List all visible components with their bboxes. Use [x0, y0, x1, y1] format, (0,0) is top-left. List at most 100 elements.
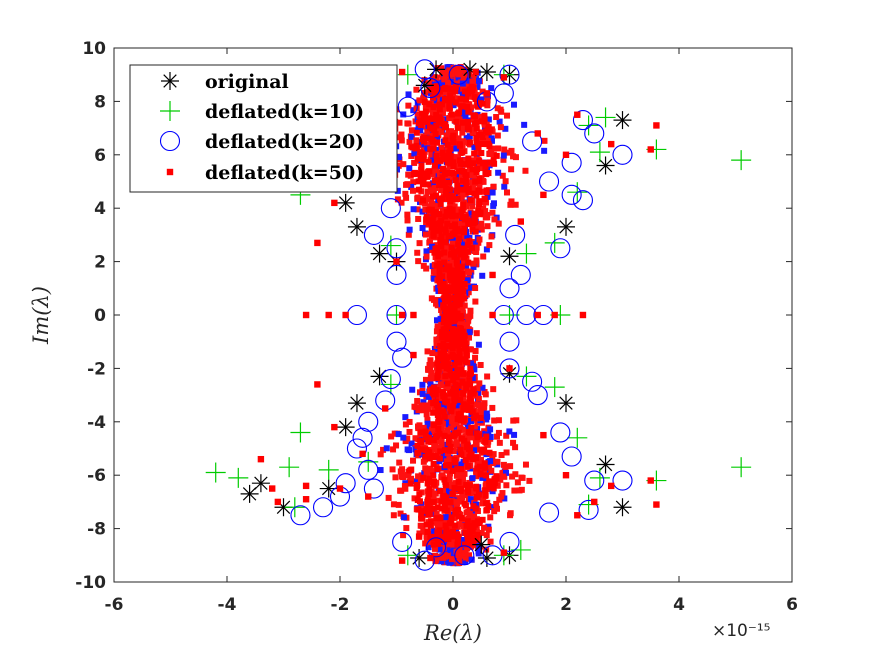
series-1-point	[544, 232, 565, 253]
cloud-core-point	[453, 283, 460, 290]
series-3-point	[336, 485, 344, 492]
cloud-point	[470, 263, 477, 270]
cloud-point	[437, 444, 444, 451]
cloud-core-point	[455, 513, 462, 520]
cloud-point	[462, 112, 469, 119]
series-0-point	[347, 217, 366, 236]
cloud-point	[456, 220, 463, 227]
cloud-core-point	[457, 396, 464, 403]
cloud-core-point	[448, 111, 455, 118]
cloud-point	[469, 374, 476, 381]
series-1-point	[358, 451, 379, 472]
cloud-core-point	[428, 206, 435, 213]
cloud-core-point	[447, 145, 454, 152]
cloud-core-point	[481, 115, 488, 122]
cloud-point	[444, 173, 451, 180]
cloud-point	[473, 330, 480, 337]
cloud-point	[452, 145, 459, 152]
cloud-core-point	[450, 317, 457, 324]
series-1-point	[318, 459, 339, 480]
cloud-core-point	[472, 228, 479, 235]
cloud-core-point	[485, 503, 492, 510]
cloud-point	[446, 395, 453, 402]
cloud-core-point	[459, 270, 466, 277]
series-2-point	[578, 499, 599, 520]
cloud-core-point	[444, 159, 451, 166]
cloud-point	[477, 456, 484, 463]
cloud-core-point	[463, 178, 470, 185]
cloud-core-point	[458, 485, 465, 492]
cloud-core-point	[455, 228, 462, 235]
cloud-point	[405, 472, 412, 479]
cloud-core-point	[411, 169, 418, 176]
cloud-point	[514, 479, 521, 486]
cloud-core-point	[436, 181, 443, 188]
cloud-point	[463, 433, 470, 440]
cloud-point	[476, 402, 483, 409]
cloud-core-point	[468, 83, 475, 90]
cloud-point	[451, 514, 458, 521]
series-0-point	[472, 535, 491, 554]
series-2-point	[505, 224, 526, 245]
cloud-core-point	[455, 337, 462, 344]
cloud-point	[470, 130, 477, 137]
cloud-point	[380, 446, 387, 453]
cloud-core-point	[413, 129, 420, 136]
cloud-point	[460, 221, 467, 228]
cloud-core-point	[487, 127, 494, 134]
cloud-point	[444, 503, 451, 510]
cloud-point	[398, 199, 405, 206]
cloud-point	[541, 137, 548, 144]
cloud-point	[507, 463, 514, 470]
cloud-core-point	[437, 281, 444, 288]
cloud-core-point	[420, 156, 427, 163]
cloud-core-point	[419, 136, 426, 143]
cloud-core-point	[486, 484, 493, 491]
cloud-core-point	[462, 358, 469, 365]
cloud-point	[496, 496, 503, 503]
cloud-core-point	[450, 353, 457, 360]
cloud-core-point	[439, 174, 446, 181]
cloud-core-point	[426, 115, 433, 122]
cloud-point	[429, 111, 436, 118]
cloud-core-point	[441, 492, 448, 499]
cloud-core-point	[479, 447, 486, 454]
cloud-point	[481, 198, 488, 205]
series-3-point	[342, 311, 349, 319]
cloud-point	[431, 275, 438, 282]
cloud-core-point	[430, 384, 437, 391]
cloud-core-point	[464, 242, 471, 249]
cloud-core-point	[460, 417, 467, 424]
cloud-core-point	[430, 499, 437, 506]
cloud-point	[424, 420, 431, 427]
cloud-point	[438, 144, 445, 151]
series-3-point	[483, 90, 491, 97]
cloud-core-point	[493, 152, 500, 159]
cloud-point	[475, 341, 482, 348]
cloud-core-point	[451, 339, 458, 346]
cloud-point	[432, 184, 439, 191]
cloud-point	[459, 494, 466, 501]
cloud-point	[423, 248, 430, 255]
y-tick-label: 4	[94, 199, 106, 219]
cloud-point	[466, 552, 473, 559]
cloud-core-point	[416, 491, 423, 498]
cloud-point	[526, 477, 533, 484]
cloud-point	[405, 231, 412, 238]
cloud-point	[479, 430, 486, 437]
series-2-point	[522, 131, 543, 152]
cloud-point	[478, 96, 485, 103]
cloud-point	[448, 228, 455, 235]
cloud-core-point	[446, 101, 453, 108]
cloud-core-point	[457, 366, 464, 373]
cloud-point	[473, 441, 480, 448]
cloud-core-point	[458, 466, 465, 473]
cloud-core-point	[455, 369, 462, 376]
cloud-core-point	[441, 249, 448, 256]
cloud-point	[465, 289, 472, 296]
cloud-point	[459, 537, 466, 544]
cloud-point	[432, 271, 439, 278]
cloud-core-point	[464, 533, 471, 540]
cloud-point	[397, 468, 404, 475]
cloud-point	[446, 474, 453, 481]
